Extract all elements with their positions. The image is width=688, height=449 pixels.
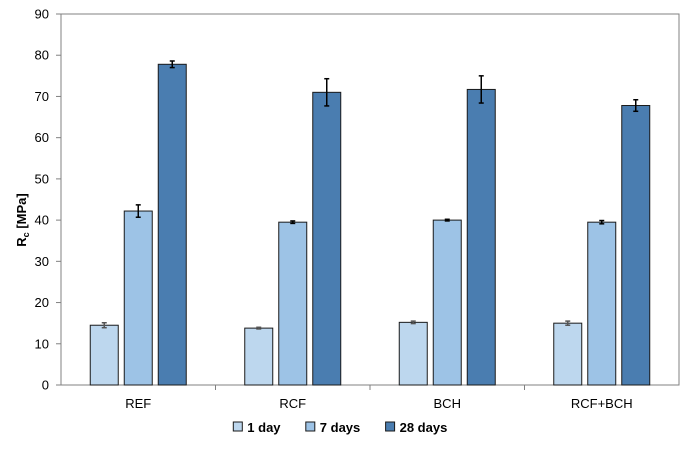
y-tick-label: 30 xyxy=(35,254,49,269)
y-tick-label: 60 xyxy=(35,130,49,145)
y-tick-label: 50 xyxy=(35,171,49,186)
bar-rcf-bch-1-day xyxy=(553,322,583,386)
bar-bch-28-days xyxy=(466,88,496,386)
bar-rcf-28-days xyxy=(312,91,342,386)
y-tick-label: 80 xyxy=(35,48,49,63)
x-tick-label: BCH xyxy=(434,396,461,411)
x-tick-label: RCF xyxy=(279,396,306,411)
legend-swatch-7-days xyxy=(305,421,316,432)
y-axis-label: Rc [MPa] xyxy=(14,193,31,246)
y-tick-label: 10 xyxy=(35,336,49,351)
y-axis-label-sub: c xyxy=(21,232,31,237)
bar-rcf-bch-28-days xyxy=(621,105,651,386)
bar-rcf-bch-7-days xyxy=(587,221,617,386)
y-tick-label: 90 xyxy=(35,7,49,22)
legend-label-1-day: 1 day xyxy=(247,420,281,435)
plot-border xyxy=(60,13,680,386)
legend-swatch-1-day xyxy=(232,421,243,432)
bar-ref-1-day xyxy=(89,324,119,386)
y-axis-label-main: R xyxy=(14,237,29,247)
legend-label-7-days: 7 days xyxy=(320,420,360,435)
x-tick-label: RCF+BCH xyxy=(571,396,633,411)
svg-text:Rc [MPa]: Rc [MPa] xyxy=(14,193,31,246)
bar-rcf-7-days xyxy=(278,221,308,386)
legend: 1 day 7 days 28 days xyxy=(232,420,448,435)
bar-ref-28-days xyxy=(157,63,187,386)
y-tick-label: 40 xyxy=(35,213,49,228)
plot-area: 0 10 20 30 40 50 60 70 80 90 REF RCF BCH RCF+BCH xyxy=(35,7,680,411)
bar-bch-7-days xyxy=(432,219,462,386)
y-tick-label: 70 xyxy=(35,89,49,104)
legend-label-28-days: 28 days xyxy=(400,420,448,435)
bar-bch-1-day xyxy=(398,321,428,386)
bar-ref-7-days xyxy=(123,210,153,386)
bar-rcf-1-day xyxy=(244,327,274,386)
legend-swatch-28-days xyxy=(385,421,396,432)
y-tick-label: 0 xyxy=(42,378,49,393)
y-axis-label-unit: [MPa] xyxy=(14,193,29,232)
y-tick-label: 20 xyxy=(35,295,49,310)
x-tick-label: REF xyxy=(125,396,151,411)
